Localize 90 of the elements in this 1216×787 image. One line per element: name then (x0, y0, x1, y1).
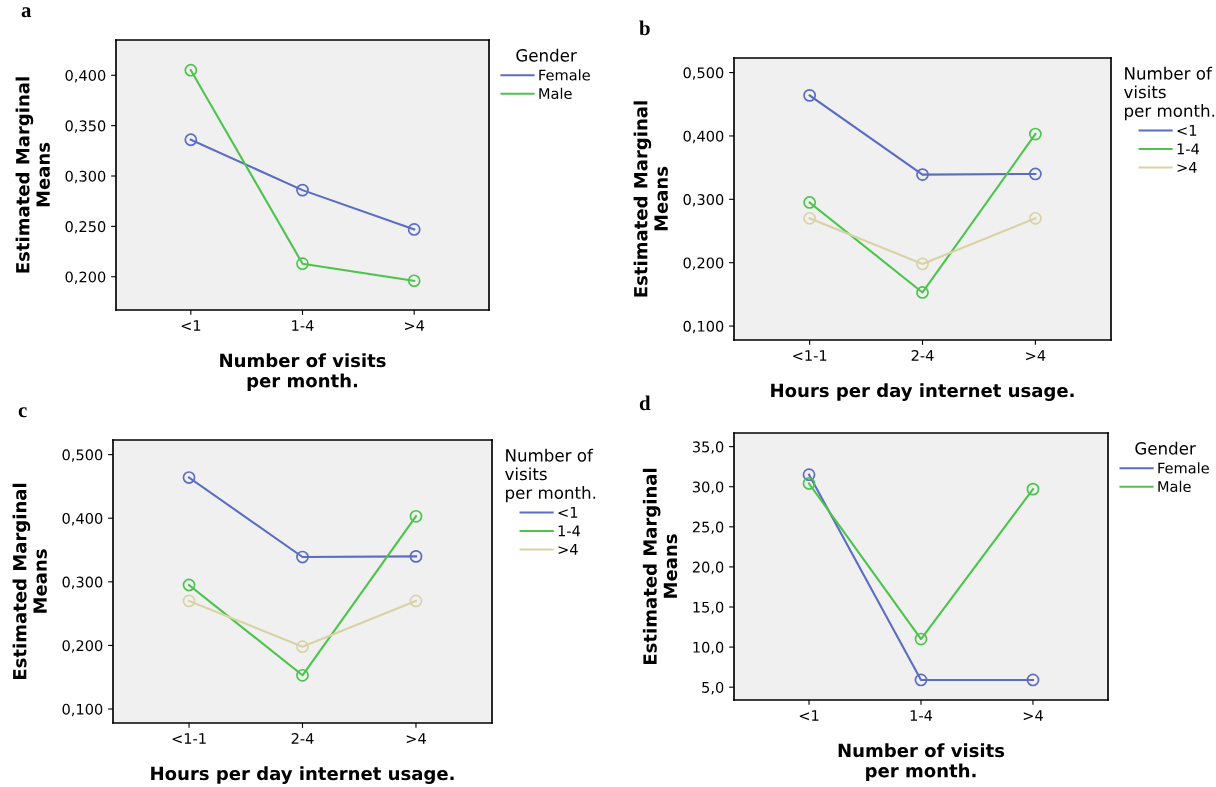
point (184, 133, 198, 147)
y-tick-label: 15,0 (693, 601, 724, 615)
point (409, 549, 423, 563)
x-axis-title: Number of visits per month. (838, 743, 1005, 781)
x-tick-label: >4 (1023, 710, 1043, 721)
x-tick-label: <1 (181, 320, 201, 331)
y-axis-title: Estimated Marginal Means (633, 101, 668, 297)
legend-title: Gender (1135, 441, 1196, 455)
y-tick-label: 0,300 (65, 170, 106, 184)
point (802, 468, 816, 482)
x-axis-title: Hours per day internet usage. (151, 766, 454, 784)
y-tick-label: 0,300 (62, 576, 103, 590)
y-tick-label: 0,250 (65, 221, 106, 234)
x-tick-label: 1-4 (910, 710, 933, 721)
point (803, 88, 817, 102)
legend-title: Number of visits per month. (505, 448, 596, 503)
point (1028, 127, 1042, 141)
point (182, 471, 196, 484)
legend-label: Male (539, 87, 572, 100)
point (916, 168, 929, 181)
x-tick-label: >4 (1026, 350, 1046, 361)
point (803, 196, 817, 209)
legend-label: 1-4 (558, 525, 581, 537)
legend-label: >4 (558, 544, 578, 555)
y-tick-label: 0,350 (65, 120, 106, 133)
chart-title: d (639, 395, 651, 411)
y-tick-label: 0,200 (683, 257, 724, 270)
legend-title: Number of visits per month. (1124, 66, 1215, 121)
x-axis-title: Hours per day internet usage. (771, 383, 1074, 401)
point (914, 632, 928, 646)
legend-label: >4 (1177, 162, 1197, 173)
y-tick-label: 10,0 (693, 641, 724, 655)
point (182, 594, 196, 608)
y-tick-label: 20,0 (692, 561, 724, 575)
legend-title: Gender (516, 48, 577, 62)
legend-label: Female (539, 69, 590, 81)
point (1028, 211, 1042, 225)
y-axis-title: Estimated Marginal Means (15, 77, 50, 273)
point (296, 257, 309, 271)
chart-title: a (21, 7, 32, 18)
y-tick-label: 0,200 (62, 640, 103, 653)
legend-label: <1 (1177, 125, 1197, 136)
y-tick-label: 0,400 (683, 130, 724, 144)
legend-label: Female (1158, 462, 1209, 474)
point (1028, 167, 1042, 181)
x-tick-label: 1-4 (292, 320, 314, 331)
point (296, 640, 309, 654)
point (184, 63, 198, 77)
point (916, 257, 929, 271)
y-tick-label: 0,500 (62, 449, 103, 462)
x-axis-title: Number of visits per month. (220, 353, 386, 391)
x-tick-label: <1-1 (172, 733, 206, 744)
legend-label: <1 (558, 507, 578, 518)
y-tick-label: 0,400 (65, 69, 106, 83)
chart-title: b (639, 20, 650, 36)
legend-label: 1-4 (1177, 143, 1200, 155)
y-tick-label: 0,500 (683, 67, 724, 80)
point (296, 550, 309, 564)
x-tick-label: >4 (404, 320, 425, 331)
point (409, 509, 423, 523)
x-tick-label: 2-4 (911, 349, 934, 361)
point (802, 477, 816, 490)
y-tick-label: 0,200 (65, 271, 106, 284)
chart-title: c (18, 407, 27, 418)
y-tick-label: 0,400 (62, 512, 103, 526)
point (916, 286, 929, 299)
y-tick-label: 5,0 (702, 681, 724, 695)
y-tick-label: 25,0 (692, 521, 724, 535)
point (803, 211, 817, 225)
legend-label: Male (1158, 480, 1191, 493)
point (409, 594, 423, 608)
y-tick-label: 0,100 (62, 703, 103, 717)
y-tick-label: 0,300 (683, 194, 724, 207)
point (407, 274, 421, 288)
x-tick-label: >4 (406, 733, 426, 744)
y-axis-title: Estimated Marginal Means (642, 468, 678, 665)
point (1026, 482, 1040, 496)
point (296, 668, 309, 682)
y-tick-label: 35,0 (692, 441, 724, 454)
point (914, 673, 928, 687)
x-tick-label: 2-4 (291, 732, 314, 744)
point (296, 183, 309, 197)
y-axis-title: Estimated Marginal Means (12, 483, 47, 680)
point (182, 578, 196, 592)
point (1026, 673, 1040, 687)
x-tick-label: <1 (799, 710, 819, 721)
x-tick-label: <1-1 (793, 350, 827, 361)
point (407, 223, 421, 236)
y-tick-label: 30,0 (692, 481, 724, 494)
y-tick-label: 0,100 (683, 320, 724, 334)
